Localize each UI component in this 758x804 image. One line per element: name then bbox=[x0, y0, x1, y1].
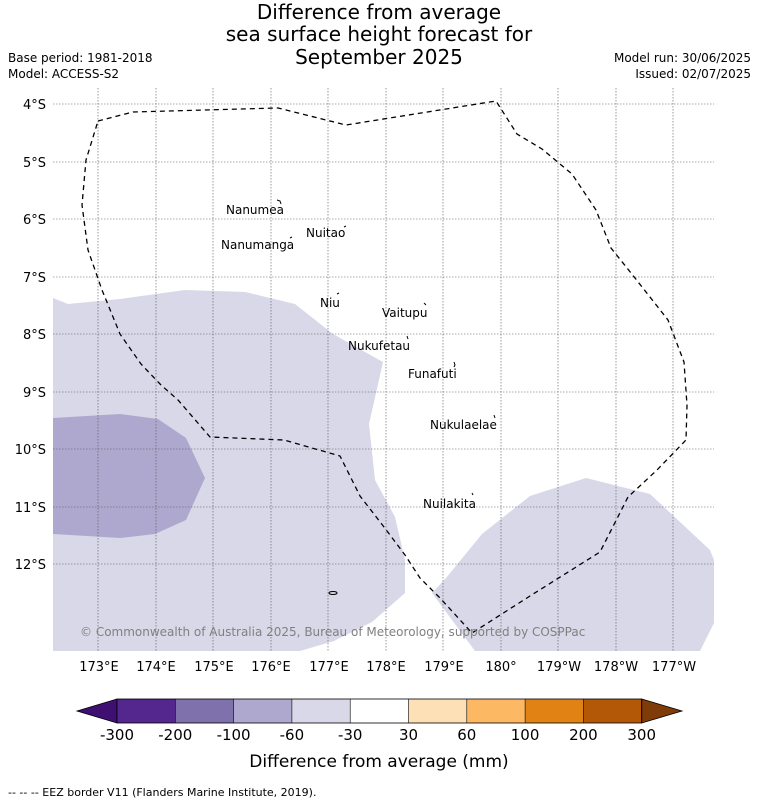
island-marker-nukulaelae bbox=[493, 414, 496, 419]
colorbar-tick: -30 bbox=[338, 726, 363, 744]
lat-label: 5°S bbox=[23, 156, 46, 171]
lat-label: 6°S bbox=[23, 213, 46, 228]
island-marker-funafuti bbox=[453, 361, 456, 368]
lon-label: 178°W bbox=[594, 660, 638, 675]
colorbar-tick: -60 bbox=[280, 726, 305, 744]
lat-label: 8°S bbox=[23, 328, 46, 343]
colorbar-label: Difference from average (mm) bbox=[249, 752, 508, 772]
lon-label: 174°E bbox=[136, 660, 176, 675]
lat-label: 4°S bbox=[23, 98, 46, 113]
colorbar-segment bbox=[525, 699, 584, 723]
model-name: Model: ACCESS-S2 bbox=[8, 67, 120, 81]
lon-label: 179°W bbox=[537, 660, 581, 675]
island-label-funafuti: Funafuti bbox=[408, 367, 457, 381]
island-label-vaitupu: Vaitupu bbox=[382, 306, 428, 320]
anomaly-region-light-southeast bbox=[432, 478, 714, 651]
island-marker-niu bbox=[336, 292, 340, 295]
island-marker-nuilakita bbox=[471, 492, 474, 496]
island-label-niu: Niu bbox=[320, 296, 340, 310]
lon-label: 178°E bbox=[366, 660, 406, 675]
anomaly-region-light-west bbox=[53, 290, 405, 651]
island-marker-nuitao bbox=[343, 225, 347, 228]
lon-label: 179°E bbox=[424, 660, 464, 675]
colorbar-segment bbox=[117, 699, 176, 723]
colorbar-segment bbox=[466, 699, 526, 723]
island-label-nukufetau: Nukufetau bbox=[348, 339, 410, 353]
island-marker-vaitupu bbox=[423, 302, 427, 306]
colorbar-segment bbox=[583, 699, 642, 723]
island-marker-nanumea bbox=[276, 199, 282, 205]
eez-footnote: -- -- -- EEZ border V11 (Flanders Marine… bbox=[8, 786, 317, 799]
lat-label: 10°S bbox=[15, 443, 46, 458]
issued-date: Issued: 02/07/2025 bbox=[635, 67, 751, 81]
colorbar-tick: 100 bbox=[511, 726, 540, 744]
lat-label: 12°S bbox=[15, 558, 46, 573]
base-period: Base period: 1981-2018 bbox=[8, 51, 153, 65]
colorbar-tick: -300 bbox=[100, 726, 134, 744]
graticule bbox=[53, 88, 714, 651]
colorbar-extend-low bbox=[75, 698, 118, 724]
colorbar-tick: -200 bbox=[158, 726, 192, 744]
colorbar-tick: 300 bbox=[627, 726, 656, 744]
island-label-nuitao: Nuitao bbox=[306, 226, 345, 240]
lon-label: 176°E bbox=[251, 660, 291, 675]
colorbar-segment bbox=[175, 699, 234, 723]
island-label-nuilakita: Nuilakita bbox=[423, 497, 476, 511]
colorbar bbox=[75, 698, 684, 724]
lon-label: 175°E bbox=[194, 660, 234, 675]
colorbar-tick: 60 bbox=[457, 726, 476, 744]
island-label-nanumanga: Nanumanga bbox=[221, 238, 294, 252]
island-markers bbox=[276, 199, 496, 595]
lon-label: 180° bbox=[485, 660, 516, 675]
lat-label: 9°S bbox=[23, 386, 46, 401]
colorbar-tick: 200 bbox=[569, 726, 598, 744]
anomaly-shading bbox=[53, 290, 714, 651]
island-label-nukulaelae: Nukulaelae bbox=[430, 418, 497, 432]
colorbar-segment bbox=[233, 699, 292, 723]
lon-label: 173°E bbox=[79, 660, 119, 675]
lat-label: 11°S bbox=[15, 501, 46, 516]
lon-label: 177°E bbox=[309, 660, 349, 675]
map-title-line-2: sea surface height forecast for bbox=[225, 22, 533, 46]
colorbar-tick: 30 bbox=[399, 726, 418, 744]
island-marker-nukufetau bbox=[406, 335, 409, 340]
eez-border bbox=[81, 100, 688, 634]
lon-label: 177°W bbox=[652, 660, 696, 675]
copyright-text: © Commonwealth of Australia 2025, Bureau… bbox=[80, 625, 585, 639]
colorbar-segment bbox=[408, 699, 467, 723]
map-title-line-1: Difference from average bbox=[256, 0, 502, 24]
lat-label: 7°S bbox=[23, 271, 46, 286]
island-label-nanumea: Nanumea bbox=[226, 203, 284, 217]
colorbar-tick: -100 bbox=[217, 726, 251, 744]
island-marker-nanumanga bbox=[289, 236, 293, 239]
colorbar-segment bbox=[350, 699, 409, 723]
model-run: Model run: 30/06/2025 bbox=[613, 51, 751, 65]
small-contour-marker bbox=[328, 591, 338, 595]
colorbar-extend-high bbox=[641, 698, 684, 724]
map-title-line-3: September 2025 bbox=[295, 45, 463, 69]
colorbar-segment bbox=[291, 699, 351, 723]
